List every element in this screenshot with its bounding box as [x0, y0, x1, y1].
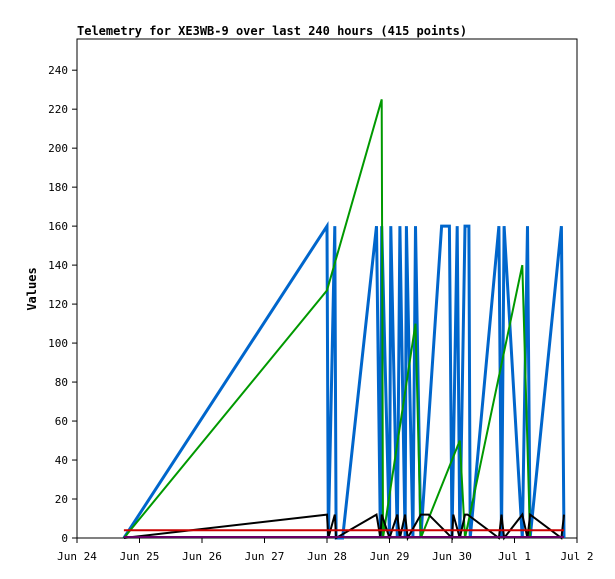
series-0-line	[122, 221, 566, 540]
y-tick-label: 40	[55, 454, 68, 467]
x-tick-label: Jun 27	[245, 550, 285, 563]
x-tick-label: Jun 29	[370, 550, 410, 563]
x-tick-label: Jun 30	[432, 550, 472, 563]
y-tick-label: 180	[48, 181, 68, 194]
series-layer	[122, 99, 566, 542]
x-tick-label: Jun 28	[307, 550, 347, 563]
chart-title: Telemetry for XE3WB-9 over last 240 hour…	[77, 24, 467, 38]
series-2-line	[123, 512, 565, 542]
y-tick-label: 60	[55, 415, 68, 428]
x-tick-label: Jun 24	[57, 550, 97, 563]
y-tick-label: 140	[48, 259, 68, 272]
x-tick-label: Jul 1	[498, 550, 531, 563]
y-tick-label: 240	[48, 64, 68, 77]
y-tick-label: 20	[55, 493, 68, 506]
y-tick-label: 160	[48, 220, 68, 233]
y-axis-label: Values	[25, 267, 39, 310]
x-tick-label: Jun 26	[182, 550, 222, 563]
x-tick-label: Jul 2	[560, 550, 593, 563]
y-tick-label: 100	[48, 337, 68, 350]
y-tick-label: 120	[48, 298, 68, 311]
y-tick-label: 0	[61, 532, 68, 545]
y-tick-label: 200	[48, 142, 68, 155]
series-1-line	[123, 99, 532, 539]
y-tick-label: 220	[48, 103, 68, 116]
axes-layer: 0 20 40 60 80 100 120 140 160 180 200 220 240 Jun 24 J…	[48, 64, 593, 563]
x-tick-label: Jun 25	[120, 550, 160, 563]
y-tick-label: 80	[55, 376, 68, 389]
